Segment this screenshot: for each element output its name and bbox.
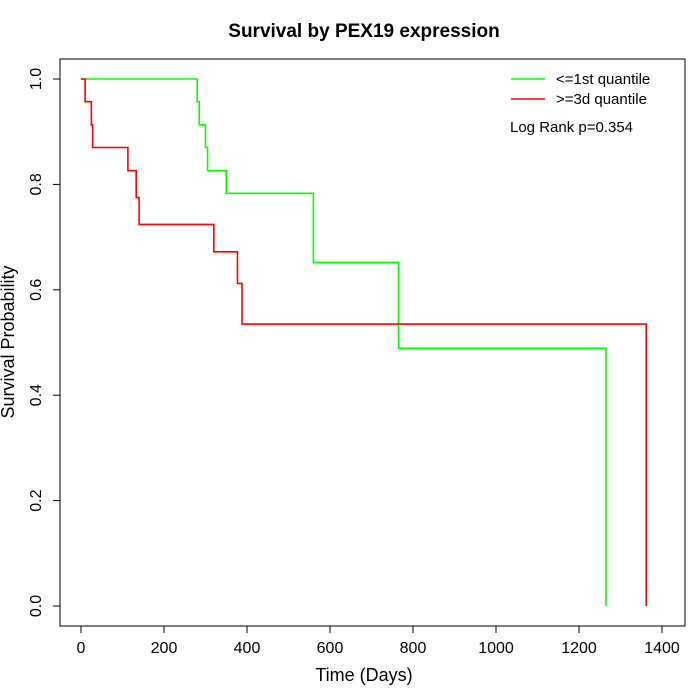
x-tick-label: 1400 [644,640,680,657]
y-tick-label: 0.2 [28,489,45,511]
y-tick-label: 0.4 [28,384,45,406]
series-layer [81,78,648,606]
plot-frame [59,58,686,627]
y-tick-label: 0.0 [28,595,45,617]
x-tick-label: 600 [317,640,344,657]
y-axis-title: Survival Probability [0,265,18,418]
x-tick-label: 400 [234,640,261,657]
legend: <=1st quantile >=3d quantile [511,71,650,108]
legend-label-1: >=3d quantile [556,91,647,108]
x-tick-label: 800 [400,640,427,657]
log-rank-annotation: Log Rank p=0.354 [510,119,633,136]
y-axis: 0.0 0.2 0.4 0.6 0.8 1.0 [28,68,61,617]
x-tick-label: 0 [77,640,86,657]
y-tick-label: 0.6 [28,279,45,301]
y-tick-label: 0.8 [28,173,45,195]
x-axis-title: Time (Days) [315,665,412,685]
series-line-1 [81,78,648,606]
y-tick-label: 1.0 [28,68,45,90]
x-axis: 0 200 400 600 800 1000 1200 1400 [77,625,680,657]
chart-title: Survival by PEX19 expression [228,21,499,42]
series-line-0 [81,78,607,606]
legend-label-0: <=1st quantile [556,71,650,88]
x-tick-label: 1200 [561,640,597,657]
x-tick-label: 200 [151,640,178,657]
x-tick-label: 1000 [478,640,514,657]
